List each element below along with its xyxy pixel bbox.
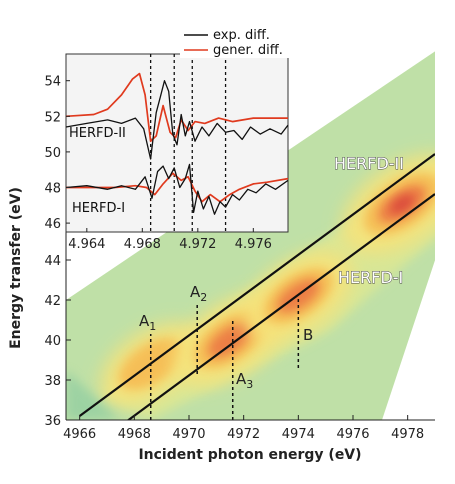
diagonal-line-herfd-i [126,193,435,420]
x-tick-label: 4974 [282,427,315,442]
y-axis-label: Energy transfer (eV) [8,187,24,349]
inset-x-ticks: 4.964 4.968 4.972 4.976 [68,228,272,252]
inset-y-tick-label: 52 [44,110,61,125]
a3-main: A [236,370,247,388]
b-label: B [303,326,313,344]
legend-box [180,22,306,58]
herfd-i-band-label: HERFD-I [338,268,404,288]
x-axis-label: Incident photon energy (eV) [138,447,361,463]
hotspot-peak [390,194,415,214]
inset-y-tick-label: 46 [44,217,61,232]
herfd-i-label: HERFD-I [338,268,403,287]
x-tick-label: 4966 [63,427,96,442]
inset-plot: 4.964 4.968 4.972 4.976 46 48 50 52 54 HERFD-II… [44,53,289,252]
hotspot [341,153,435,255]
diagonal-line-herfd-ii [79,153,435,417]
legend-label-gener: gener. diff. [213,43,283,58]
x-tick-label: 4968 [118,427,151,442]
inset-x-tick-label: 4.964 [68,237,105,252]
diagonal-lines [79,153,435,420]
inset-y-ticks: 46 48 50 52 54 [44,75,70,232]
a1-sub: 1 [149,320,156,333]
y-tick-label: 40 [44,334,61,349]
inset-curves [65,72,289,215]
inset-y-tick-label: 48 [44,182,61,197]
y-tick-label: 36 [44,414,61,429]
inset-label-herfd-i: HERFD-I [72,201,125,216]
main-plot: HERFD-II HERFD-I A1 A2 A3 B 4966 4968 4970… [8,51,435,463]
a2-main: A [190,283,201,301]
gener-diff-line-herfd-ii [65,72,288,143]
a1-label: A1 [139,312,156,333]
exp-diff-line-herfd-i [65,163,289,215]
x-tick-label: 4970 [172,427,205,442]
main-y-ticks: 36 38 40 42 44 [44,254,71,429]
inset-label-herfd-ii: HERFD-II [69,126,126,141]
hotspots [100,153,435,406]
heatmap [66,51,435,420]
inset-y-tick-label: 50 [44,146,61,161]
x-tick-label: 4976 [336,427,369,442]
a2-sub: 2 [200,291,207,304]
inset-y-tick-label: 54 [44,75,61,90]
herfd-ii-label: HERFD-II [334,154,404,173]
hotspot-core [207,322,253,358]
inset-x-tick-label: 4.968 [124,237,161,252]
a1-main: A [139,312,150,330]
legend: exp. diff. gener. diff. [180,22,306,58]
y-tick-label: 38 [44,374,61,389]
main-x-ticks: 4966 4968 4970 4972 4974 4976 4978 [63,415,424,442]
a3-label: A3 [236,370,253,391]
a3-sub: 3 [246,378,253,391]
y-tick-label: 42 [44,294,61,309]
inset-x-tick-label: 4.976 [235,237,272,252]
x-tick-label: 4978 [391,427,424,442]
feature-markers [149,298,300,420]
heatmap-corner-shade [66,370,120,420]
y-tick-label: 44 [44,254,61,269]
herfd-ii-band-label: HERFD-II [334,154,405,174]
inset-x-tick-label: 4.972 [179,237,216,252]
gener-diff-line-herfd-i [66,172,289,203]
x-tick-label: 4972 [227,427,260,442]
exp-diff-line-herfd-ii [65,80,289,160]
legend-label-exp: exp. diff. [213,28,270,43]
a2-label: A2 [190,283,207,304]
